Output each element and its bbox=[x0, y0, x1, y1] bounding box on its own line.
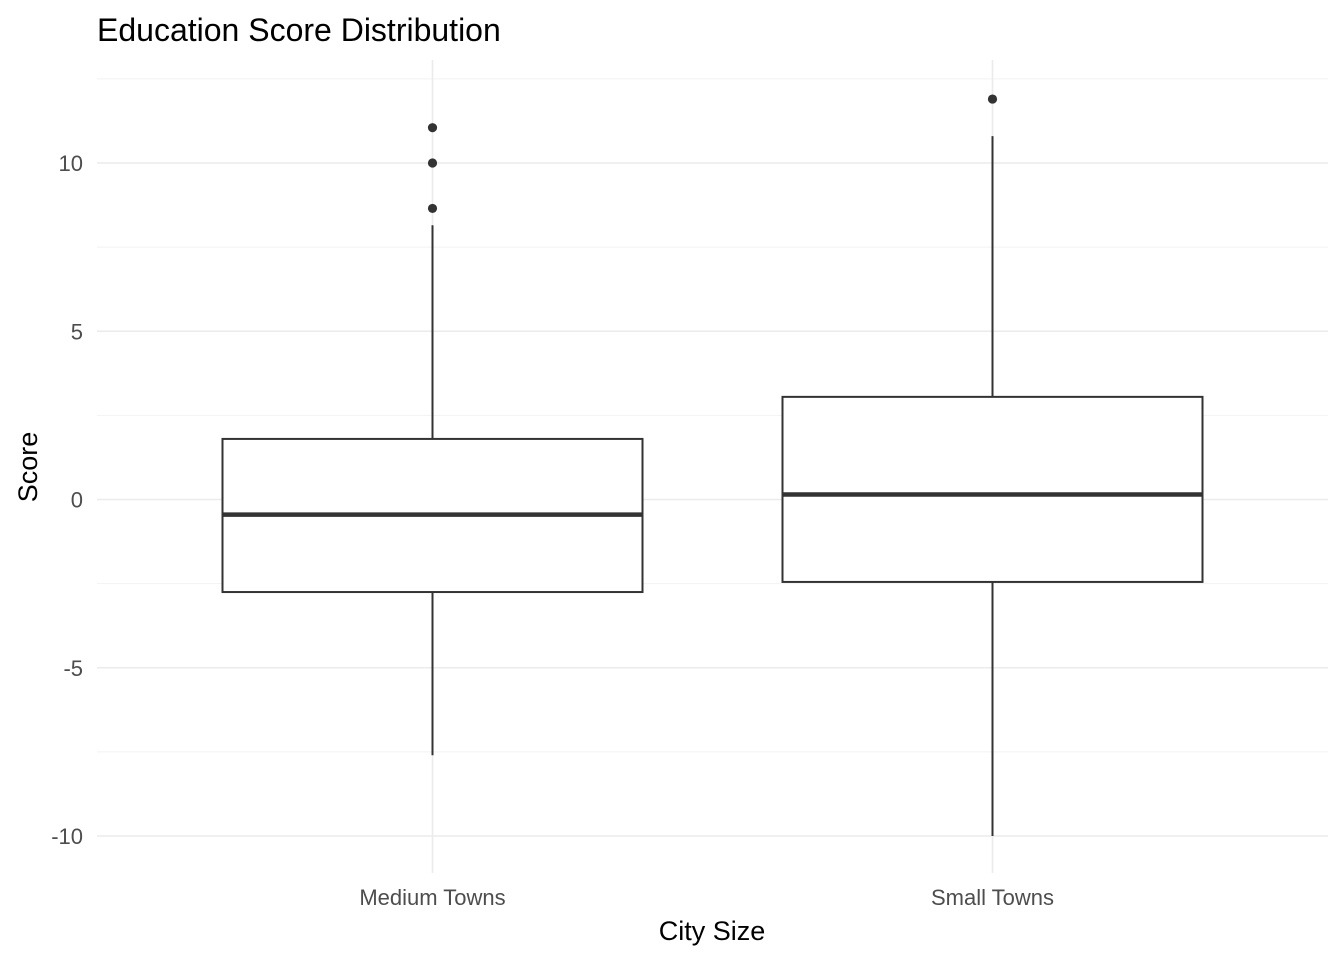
y-tick-label: -5 bbox=[63, 656, 83, 681]
box-group bbox=[781, 94, 1204, 836]
outlier-point bbox=[987, 94, 998, 104]
x-tick-label: Small Towns bbox=[931, 885, 1054, 910]
box-group bbox=[221, 123, 644, 756]
x-axis-title: City Size bbox=[659, 916, 766, 946]
outlier-point bbox=[427, 158, 438, 168]
x-tick-label: Medium Towns bbox=[359, 885, 505, 910]
y-axis-title: Score bbox=[13, 432, 43, 503]
boxes bbox=[221, 94, 1204, 836]
chart-title: Education Score Distribution bbox=[97, 12, 501, 48]
y-tick-label: 0 bbox=[71, 488, 83, 513]
y-axis-ticks: -10 -5 0 5 10 bbox=[51, 151, 83, 849]
y-tick-label: 5 bbox=[71, 319, 83, 344]
y-tick-label: 10 bbox=[59, 151, 83, 176]
box bbox=[781, 395, 1204, 583]
x-axis-ticks: Medium Towns Small Towns bbox=[359, 885, 1054, 910]
y-tick-label: -10 bbox=[51, 824, 83, 849]
outlier-point bbox=[427, 123, 438, 133]
outlier-point bbox=[427, 203, 438, 214]
